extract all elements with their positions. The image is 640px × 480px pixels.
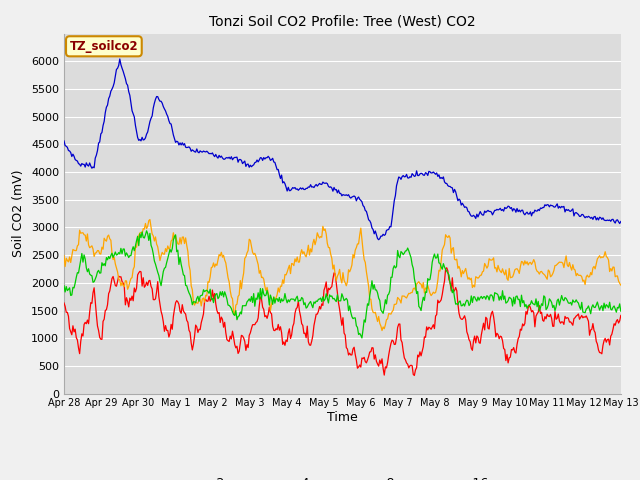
Y-axis label: Soil CO2 (mV): Soil CO2 (mV) (12, 170, 26, 257)
Title: Tonzi Soil CO2 Profile: Tree (West) CO2: Tonzi Soil CO2 Profile: Tree (West) CO2 (209, 14, 476, 28)
X-axis label: Time: Time (327, 411, 358, 424)
Text: TZ_soilco2: TZ_soilco2 (70, 40, 138, 53)
Legend: -2cm, -4cm, -8cm, -16cm: -2cm, -4cm, -8cm, -16cm (172, 472, 513, 480)
